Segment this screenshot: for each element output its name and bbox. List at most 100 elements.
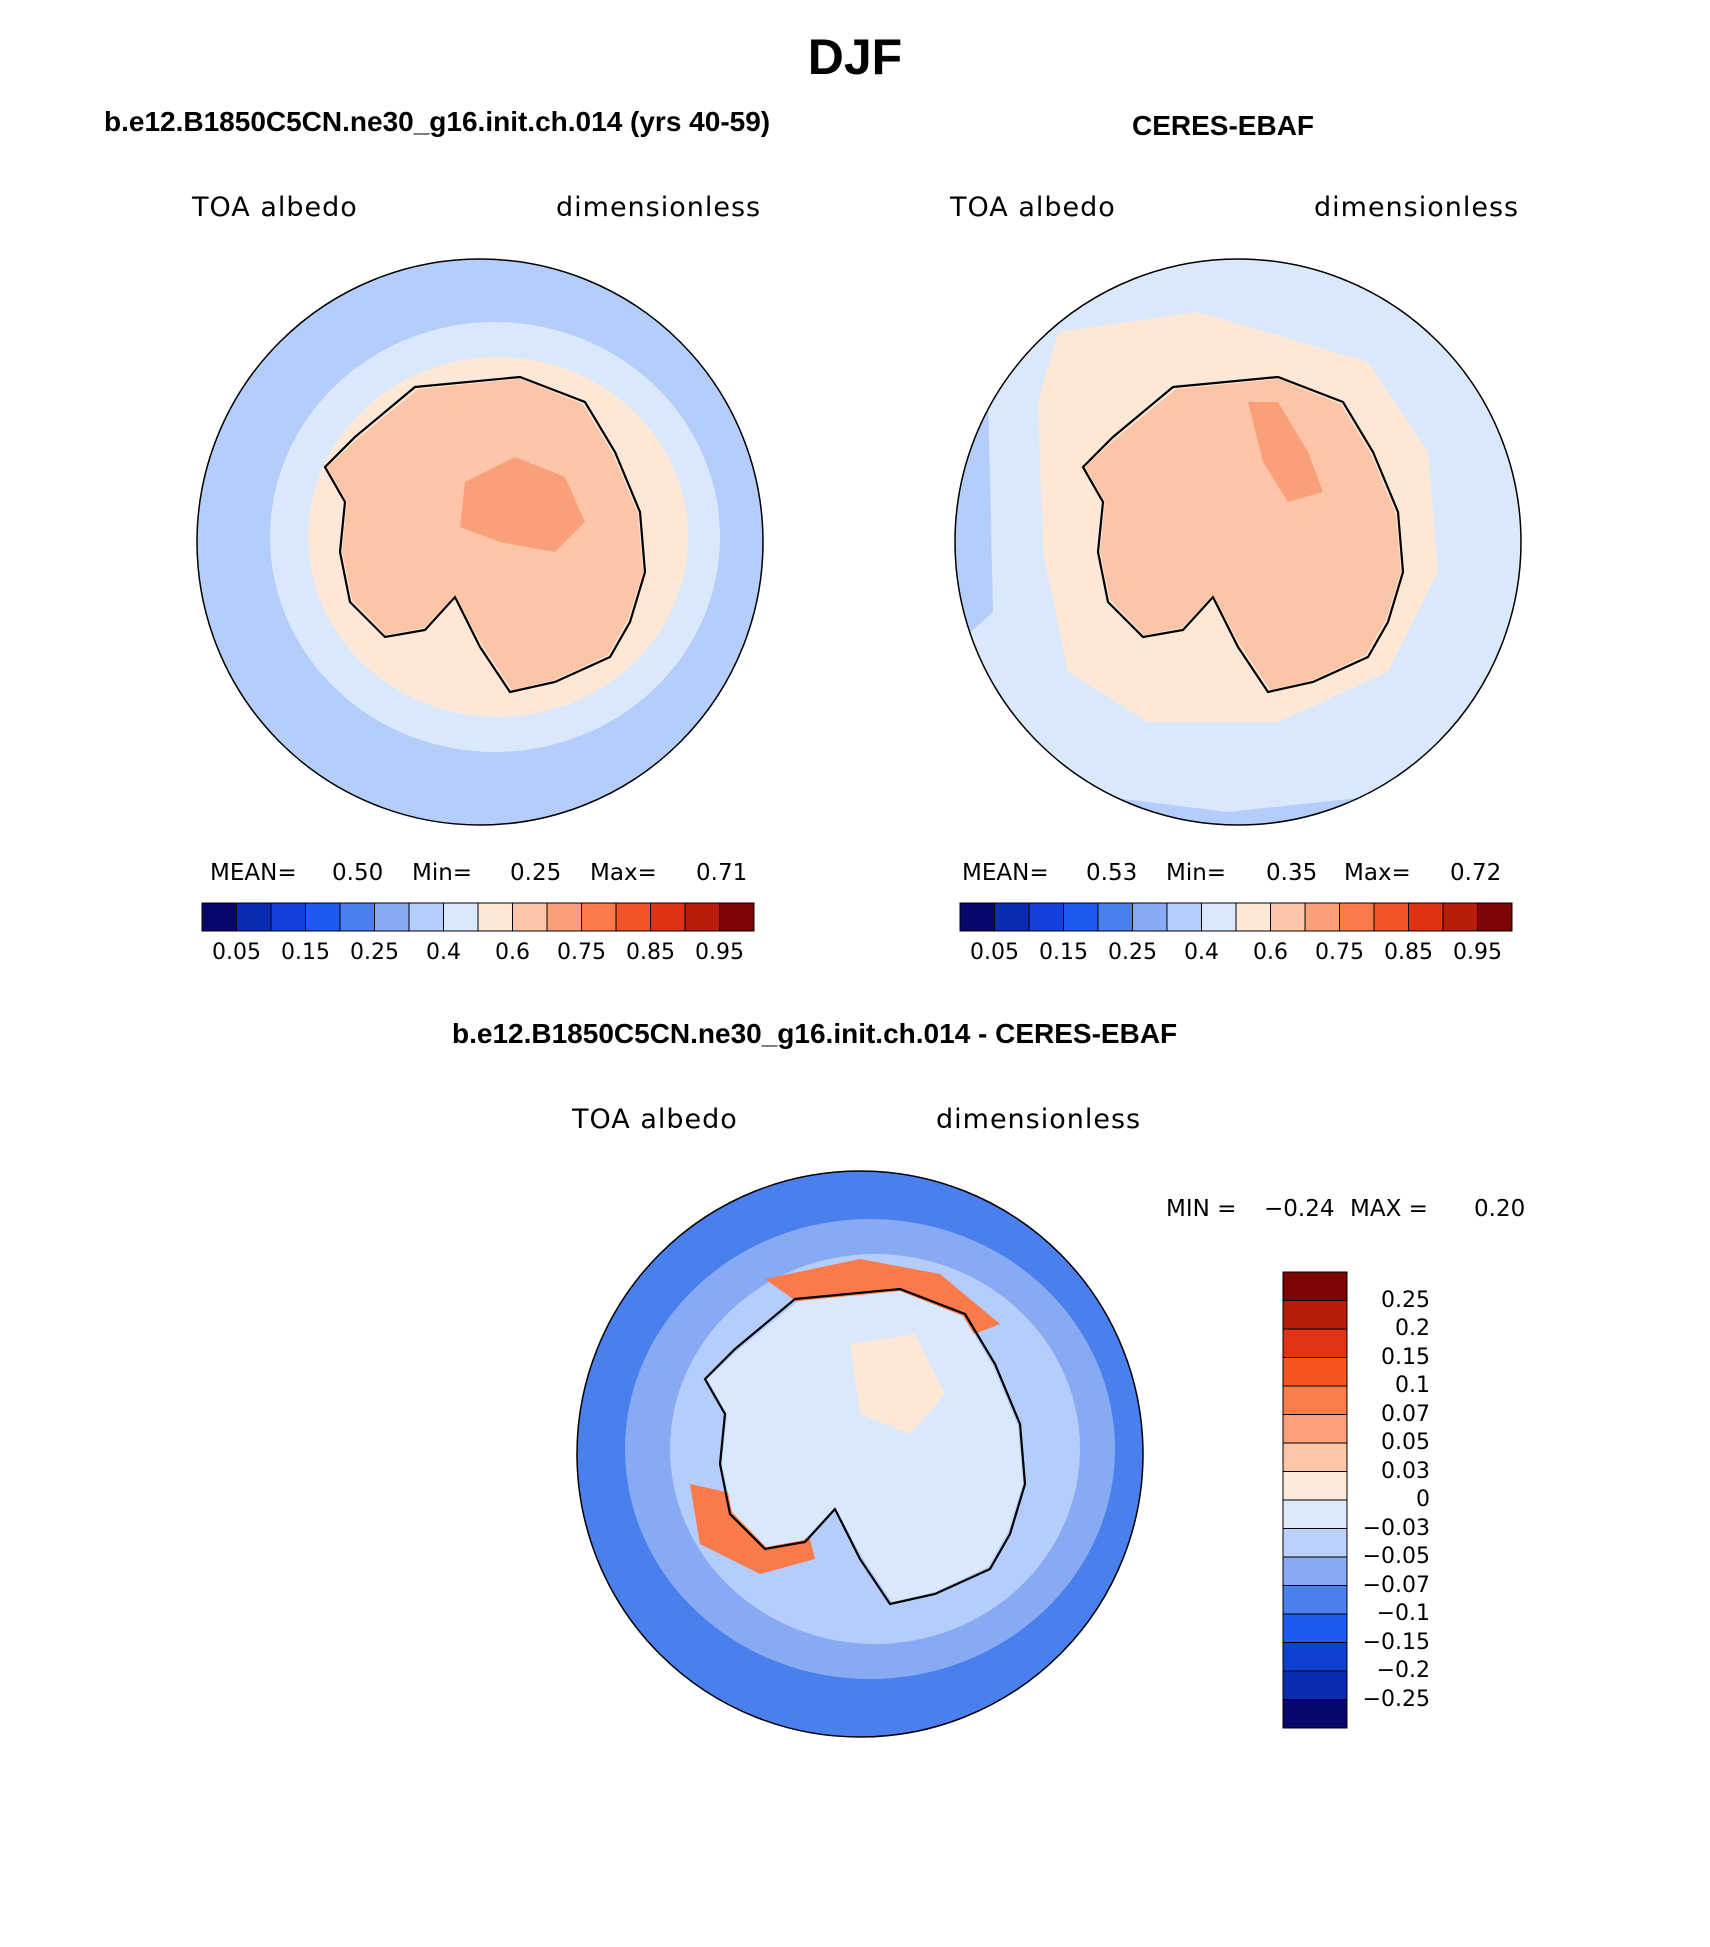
model-colorbar-tick-label: 0.05: [212, 940, 261, 965]
diff-colorbar-ticks: 0.25 0.2 0.15 0.1 0.07 0.05 0.03 0 −0.03 −0.05 −0.…: [1350, 1272, 1450, 1728]
obs-colorbar-ticks: 0.05 0.15 0.25 0.4 0.6 0.75 0.85 0.95: [960, 940, 1512, 970]
obs-map-border: [954, 258, 1522, 826]
model-polar-map: [196, 258, 764, 826]
diff-colorbar-swatch: [1282, 1585, 1348, 1615]
obs-colorbar-tick-label: 0.95: [1453, 940, 1502, 965]
model-colorbar-swatch: [546, 902, 582, 932]
obs-colorbar-swatch: [1063, 902, 1099, 932]
diff-colorbar-tick-label: 0.05: [1381, 1430, 1430, 1455]
obs-colorbar-swatch: [1339, 902, 1375, 932]
diff-colorbar-swatch: [1282, 1442, 1348, 1472]
diff-colorbar-tick-label: 0.03: [1381, 1458, 1430, 1484]
diff-units-label: dimensionless: [936, 1104, 1142, 1135]
obs-continent: [1085, 379, 1401, 690]
obs-colorbar-swatch: [1166, 902, 1202, 932]
model-colorbar-swatch: [236, 902, 272, 932]
model-colorbar-ticks: 0.05 0.15 0.25 0.4 0.6 0.75 0.85 0.95: [202, 940, 754, 970]
diff-max-value: 0.20: [1474, 1196, 1526, 1222]
obs-colorbar-tick-label: 0.15: [1039, 940, 1088, 965]
obs-colorbar-tick-label: 0.85: [1384, 940, 1433, 965]
model-colorbar-swatch: [512, 902, 548, 932]
model-units-label: dimensionless: [556, 192, 762, 223]
obs-colorbar-swatch: [1408, 902, 1444, 932]
obs-min-label: Min=: [1166, 860, 1227, 886]
obs-colorbar-tick-label: 0.75: [1315, 940, 1364, 965]
diff-colorbar-tick-label: 0.15: [1381, 1344, 1430, 1370]
diff-colorbar-swatch: [1282, 1613, 1348, 1643]
obs-colorbar-swatch: [1235, 902, 1271, 932]
diff-min-label: MIN =: [1166, 1196, 1237, 1222]
model-min-label: Min=: [412, 860, 473, 886]
model-colorbar-swatch: [339, 902, 375, 932]
obs-mean-label: MEAN=: [962, 860, 1049, 886]
obs-polar-map: [954, 258, 1522, 826]
obs-colorbar-swatch: [1270, 902, 1306, 932]
diff-colorbar-swatch: [1282, 1670, 1348, 1700]
diff-antarctica-coastline: [703, 1287, 1027, 1606]
diff-colorbar-tick-label: −0.03: [1362, 1515, 1430, 1541]
obs-variable-label: TOA albedo: [950, 192, 1116, 223]
obs-max-label: Max=: [1344, 860, 1411, 886]
diff-min-value: −0.24: [1264, 1196, 1335, 1222]
obs-continent-high: [1248, 402, 1323, 502]
diff-colorbar-tick-label: 0: [1416, 1487, 1430, 1512]
diff-colorbar-swatch: [1282, 1528, 1348, 1558]
diff-colorbar-tick-label: 0.25: [1381, 1287, 1430, 1313]
obs-colorbar-swatch: [1442, 902, 1478, 932]
model-colorbar-swatch: [374, 902, 410, 932]
diff-colorbar-tick-label: −0.1: [1376, 1601, 1430, 1626]
model-panel-title: b.e12.B1850C5CN.ne30_g16.init.ch.014 (yr…: [104, 106, 771, 137]
diff-colorbar-swatch: [1282, 1699, 1348, 1729]
diff-continent-positive: [850, 1334, 945, 1434]
obs-colorbar-swatch: [1201, 902, 1237, 932]
diff-colorbar-swatch: [1282, 1328, 1348, 1358]
diff-colorbar-swatch: [1282, 1271, 1348, 1301]
obs-colorbar-tick-label: 0.6: [1253, 940, 1288, 965]
model-colorbar-swatch: [719, 902, 755, 932]
diff-panel-title: b.e12.B1850C5CN.ne30_g16.init.ch.014 - C…: [452, 1018, 1178, 1049]
obs-antarctica-coastline: [1081, 375, 1405, 694]
diff-map-border: [576, 1170, 1144, 1738]
model-colorbar-tick-label: 0.4: [426, 940, 461, 965]
model-max-label: Max=: [590, 860, 657, 886]
diff-colorbar-tick-label: 0.07: [1381, 1401, 1430, 1427]
obs-colorbar-tick-label: 0.4: [1184, 940, 1219, 965]
obs-colorbar-swatch: [1477, 902, 1513, 932]
diff-colorbar-swatch: [1282, 1471, 1348, 1501]
diff-colorbar-swatch: [1282, 1556, 1348, 1586]
model-colorbar-tick-label: 0.85: [626, 940, 675, 965]
model-variable-label: TOA albedo: [192, 192, 358, 223]
model-colorbar-tick-label: 0.6: [495, 940, 530, 965]
model-colorbar-swatch: [684, 902, 720, 932]
model-colorbar-tick-label: 0.95: [695, 940, 744, 965]
model-colorbar-swatch: [408, 902, 444, 932]
model-colorbar-swatch: [650, 902, 686, 932]
diff-colorbar-tick-label: −0.25: [1362, 1686, 1430, 1712]
diff-continent: [707, 1291, 1023, 1602]
diff-colorbar-tick-label: 0.1: [1395, 1373, 1430, 1398]
obs-max-value: 0.72: [1450, 860, 1502, 886]
model-colorbar-swatch: [201, 902, 237, 932]
diff-colorbar-swatch: [1282, 1414, 1348, 1444]
model-min-value: 0.25: [510, 860, 562, 886]
diff-colorbar-tick-label: −0.15: [1362, 1629, 1430, 1655]
obs-mean-value: 0.53: [1086, 860, 1138, 886]
diff-colorbar-tick-label: −0.2: [1376, 1658, 1430, 1683]
obs-colorbar-swatch: [1304, 902, 1340, 932]
obs-colorbar-swatch: [1373, 902, 1409, 932]
diff-positive-north: [765, 1259, 1000, 1334]
diff-colorbar-tick-label: 0.2: [1395, 1316, 1430, 1341]
diff-colorbar-tick-label: −0.07: [1362, 1572, 1430, 1598]
diff-colorbar: [1282, 1271, 1348, 1729]
obs-colorbar-swatch: [1028, 902, 1064, 932]
model-colorbar-swatch: [305, 902, 341, 932]
model-map-border: [196, 258, 764, 826]
model-antarctica-coastline: [323, 375, 647, 694]
model-colorbar-swatch: [615, 902, 651, 932]
model-mean-label: MEAN=: [210, 860, 297, 886]
obs-units-label: dimensionless: [1314, 192, 1520, 223]
diff-colorbar-swatch: [1282, 1300, 1348, 1330]
obs-colorbar-tick-label: 0.05: [970, 940, 1019, 965]
obs-colorbar-swatch: [1132, 902, 1168, 932]
obs-panel-title: CERES-EBAF: [1132, 110, 1315, 141]
